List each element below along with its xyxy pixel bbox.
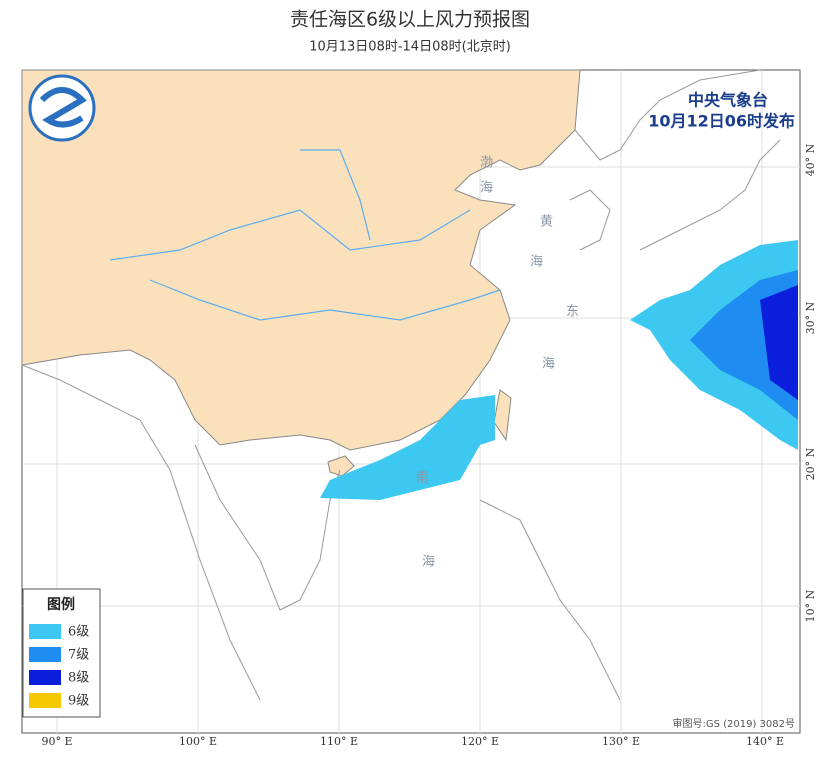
lat-label: 10° N [804,589,817,622]
lon-label: 130° E [602,735,640,748]
legend-label: 7级 [68,648,89,663]
legend: 图例 6级 7级 8级 9级 [22,588,101,718]
wind-area-8 [760,285,798,400]
lon-label: 120° E [461,735,499,748]
publisher: 中央气象台 [688,91,768,110]
lat-label: 40° N [804,143,817,176]
issue-time: 10月12日06时发布 [648,112,795,131]
lat-label: 20° N [804,447,817,480]
legend-swatch [29,624,61,639]
coastlines [21,69,781,701]
logo [28,74,96,142]
sea-label: 海 [542,357,555,372]
sea-label: 海 [530,255,543,270]
legend-swatch [29,693,61,708]
sea-label: 海 [480,181,493,196]
lon-label: 90° E [41,735,72,748]
approval-number: 审图号:GS (2019) 3082号 [672,717,795,730]
lat-label: 30° N [804,301,817,334]
land-china [21,69,581,451]
land-hainan [327,455,355,477]
land-taiwan [493,389,512,442]
map-title: 责任海区6级以上风力预报图 [290,9,530,31]
sea-label: 南 [416,470,429,486]
rivers [109,149,501,321]
legend-title: 图例 [47,596,75,613]
legend-label: 9级 [68,694,89,709]
lon-label: 110° E [320,735,358,748]
legend-label: 8级 [68,671,89,686]
sea-label: 东 [566,305,579,320]
legend-swatch [29,647,61,662]
legend-label: 6级 [68,625,89,640]
sea-label: 黄 [540,215,553,230]
sea-label: 海 [422,555,435,570]
sea-label: 渤 [480,155,493,171]
lon-label: 100° E [179,735,217,748]
lon-label: 140° E [746,735,784,748]
map-subtitle: 10月13日08时-14日08时(北京时) [309,40,511,55]
legend-swatch [29,670,61,685]
wind-area-6 [320,395,495,500]
